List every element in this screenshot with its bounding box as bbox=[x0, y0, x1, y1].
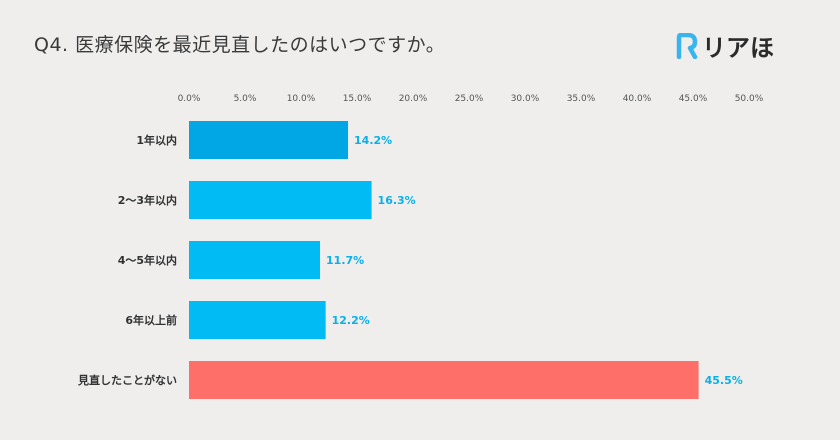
x-tick-label: 50.0% bbox=[735, 94, 764, 104]
bar bbox=[189, 361, 699, 399]
data-label: 14.2% bbox=[354, 134, 392, 147]
x-tick-label: 5.0% bbox=[234, 94, 257, 104]
x-tick-label: 25.0% bbox=[455, 94, 484, 104]
category-label: 1年以内 bbox=[136, 133, 177, 147]
data-label: 16.3% bbox=[378, 194, 416, 207]
x-tick-label: 0.0% bbox=[178, 94, 201, 104]
data-label: 45.5% bbox=[705, 374, 743, 387]
bar bbox=[189, 301, 326, 339]
data-label: 12.2% bbox=[332, 314, 370, 327]
bar bbox=[189, 121, 349, 159]
x-tick-label: 10.0% bbox=[287, 94, 316, 104]
logo-text: リアほ bbox=[702, 34, 774, 62]
category-label: 6年以上前 bbox=[125, 313, 177, 327]
data-label: 11.7% bbox=[326, 254, 364, 267]
logo-r-icon bbox=[676, 32, 698, 59]
x-tick-label: 30.0% bbox=[511, 94, 540, 104]
x-tick-label: 40.0% bbox=[623, 94, 652, 104]
x-tick-label: 20.0% bbox=[399, 94, 428, 104]
bar bbox=[189, 241, 321, 279]
category-label: 2〜3年以内 bbox=[118, 193, 177, 207]
category-label: 見直したことがない bbox=[77, 373, 177, 387]
bar bbox=[189, 181, 372, 219]
x-tick-label: 35.0% bbox=[567, 94, 596, 104]
x-tick-label: 15.0% bbox=[343, 94, 372, 104]
brand-logo: リアほ bbox=[676, 28, 774, 63]
page-title: Q4. 医療保険を最近見直したのはいつですか。 bbox=[34, 34, 446, 56]
x-tick-label: 45.0% bbox=[679, 94, 708, 104]
category-label: 4〜5年以内 bbox=[118, 253, 177, 267]
